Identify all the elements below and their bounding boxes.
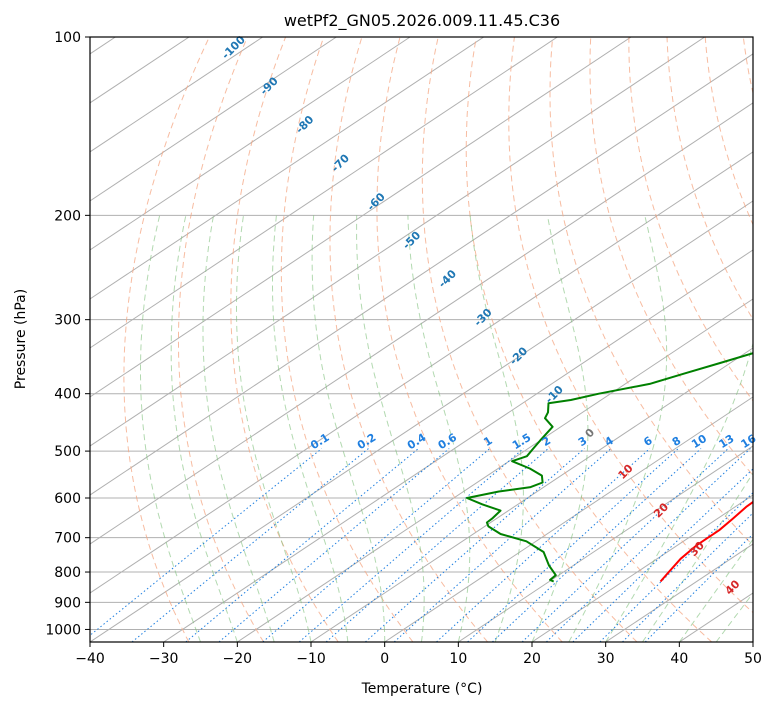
y-tick-label: 600 <box>54 491 81 507</box>
dry-adiabat-line <box>280 37 414 642</box>
mixing-ratio-line <box>131 448 369 642</box>
x-tick-label: 50 <box>744 651 762 667</box>
isotherm-line <box>90 37 411 251</box>
mixing-ratio-line <box>218 448 450 642</box>
y-tick-label: 300 <box>54 313 81 329</box>
mixing-ratio-line <box>572 468 753 642</box>
dry-adiabat-line <box>230 37 339 642</box>
dry-adiabat-line <box>376 37 563 642</box>
isotherm-line <box>458 445 753 642</box>
background-grid <box>90 37 753 642</box>
dry-adiabat-line <box>465 37 713 642</box>
mixing-ratio-line <box>298 448 524 642</box>
mixing-ratio-line <box>599 492 753 642</box>
y-tick-label: 200 <box>54 208 81 224</box>
y-tick-label: 500 <box>54 444 81 460</box>
y-tick-label: 400 <box>54 387 81 403</box>
moist-adiabat-line <box>140 215 201 642</box>
x-tick-label: 30 <box>597 651 615 667</box>
isotherm-line <box>163 249 753 642</box>
isotherm-line <box>531 494 753 642</box>
x-axis-title: Temperature (°C) <box>361 681 483 697</box>
dry-adiabat-line <box>666 37 753 321</box>
dewpoint-profile-line <box>466 352 753 583</box>
moist-adiabat-line <box>568 215 668 642</box>
isotherm-line <box>90 37 706 447</box>
isotherm-line <box>90 102 753 545</box>
x-tick-label: −30 <box>149 651 179 667</box>
isotherm-line <box>90 37 485 300</box>
mixing-ratio-line <box>185 448 419 642</box>
isotherm-line <box>90 37 632 398</box>
mixing-ratio-line <box>545 448 751 642</box>
y-axis-title: Pressure (hPa) <box>13 289 29 389</box>
isotherm-line <box>237 298 753 642</box>
mixing-ratio-line <box>467 448 679 642</box>
sounding-profiles <box>466 352 753 583</box>
mixing-ratio-line <box>644 533 753 642</box>
dry-adiabat-line <box>628 37 753 402</box>
mixing-ratio-line <box>393 448 612 642</box>
isotherm-line <box>90 37 264 153</box>
y-tick-label: 700 <box>54 531 81 547</box>
moist-adiabat-line <box>170 215 238 642</box>
dry-adiabat-line <box>421 37 638 642</box>
temperature-profile-line <box>659 500 753 583</box>
y-tick-label: 800 <box>54 565 81 581</box>
moist-adiabat-line <box>202 215 275 642</box>
axes: −40 −30 −20 −10 0 10 20 30 40 50 100 200 300 400 500 60… <box>45 30 762 667</box>
isotherm-line <box>90 53 753 496</box>
dry-adiabat-line <box>329 37 488 642</box>
x-tick-label: 10 <box>449 651 467 667</box>
moist-adiabat-line <box>642 472 753 642</box>
moist-adiabat-line <box>678 538 753 642</box>
mixing-ratio-line <box>90 448 323 636</box>
isotherm-line <box>90 151 753 594</box>
x-tick-label: −10 <box>296 651 326 667</box>
plot-frame <box>89 36 754 643</box>
mixing-ratio-line <box>262 448 491 642</box>
dry-adiabat-line <box>123 37 210 642</box>
dry-adiabat-line <box>508 37 753 614</box>
y-tick-label: 100 <box>54 30 81 46</box>
isotherm-line <box>90 200 753 642</box>
x-tick-label: −20 <box>223 651 253 667</box>
moist-adiabat-line <box>469 215 524 642</box>
isotherm-line <box>90 37 558 349</box>
chart-title: wetPf2_GN05.2026.009.11.45.C36 <box>284 11 560 31</box>
mixing-ratio-line <box>436 448 651 642</box>
x-tick-label: 20 <box>523 651 541 667</box>
mixing-ratio-line <box>364 448 585 642</box>
isotherm-line <box>90 37 337 202</box>
dry-adiabat-line <box>549 37 753 547</box>
moist-adiabat-line <box>356 215 425 642</box>
x-tick-label: −40 <box>75 651 105 667</box>
y-tick-label: 1000 <box>45 622 81 638</box>
moist-adiabat-line <box>531 215 589 642</box>
isotherm-line <box>310 347 753 642</box>
mixing-ratio-line <box>622 512 753 642</box>
x-tick-label: 40 <box>670 651 688 667</box>
moist-adiabat-line <box>407 215 471 642</box>
isotherm-line <box>384 396 753 642</box>
x-tick-label: 0 <box>380 651 389 667</box>
y-tick-label: 900 <box>54 595 81 611</box>
